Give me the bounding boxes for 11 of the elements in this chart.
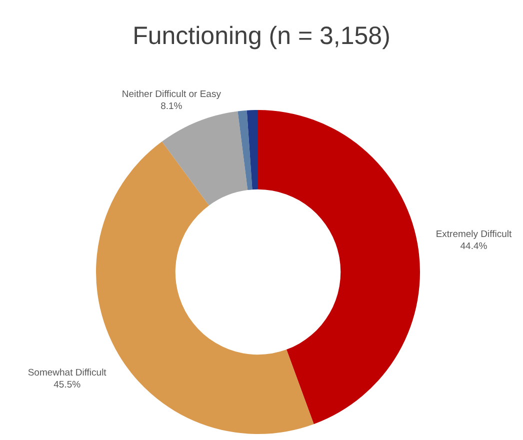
donut-slice (258, 110, 420, 424)
donut-slice (238, 110, 252, 190)
data-label: 8.1% (160, 100, 183, 112)
slice-label: Extremely Difficult (436, 229, 512, 240)
donut-slice (162, 111, 248, 206)
slice-label: Neither Difficult or Easy (122, 88, 222, 100)
donut-slice (246, 110, 258, 190)
data-label: 45.5% (54, 380, 82, 391)
slice-label: Somewhat Difficult (28, 368, 107, 379)
chart-title: Functioning (n = 3,158) (132, 22, 390, 50)
data-label: 44.4% (460, 241, 488, 252)
